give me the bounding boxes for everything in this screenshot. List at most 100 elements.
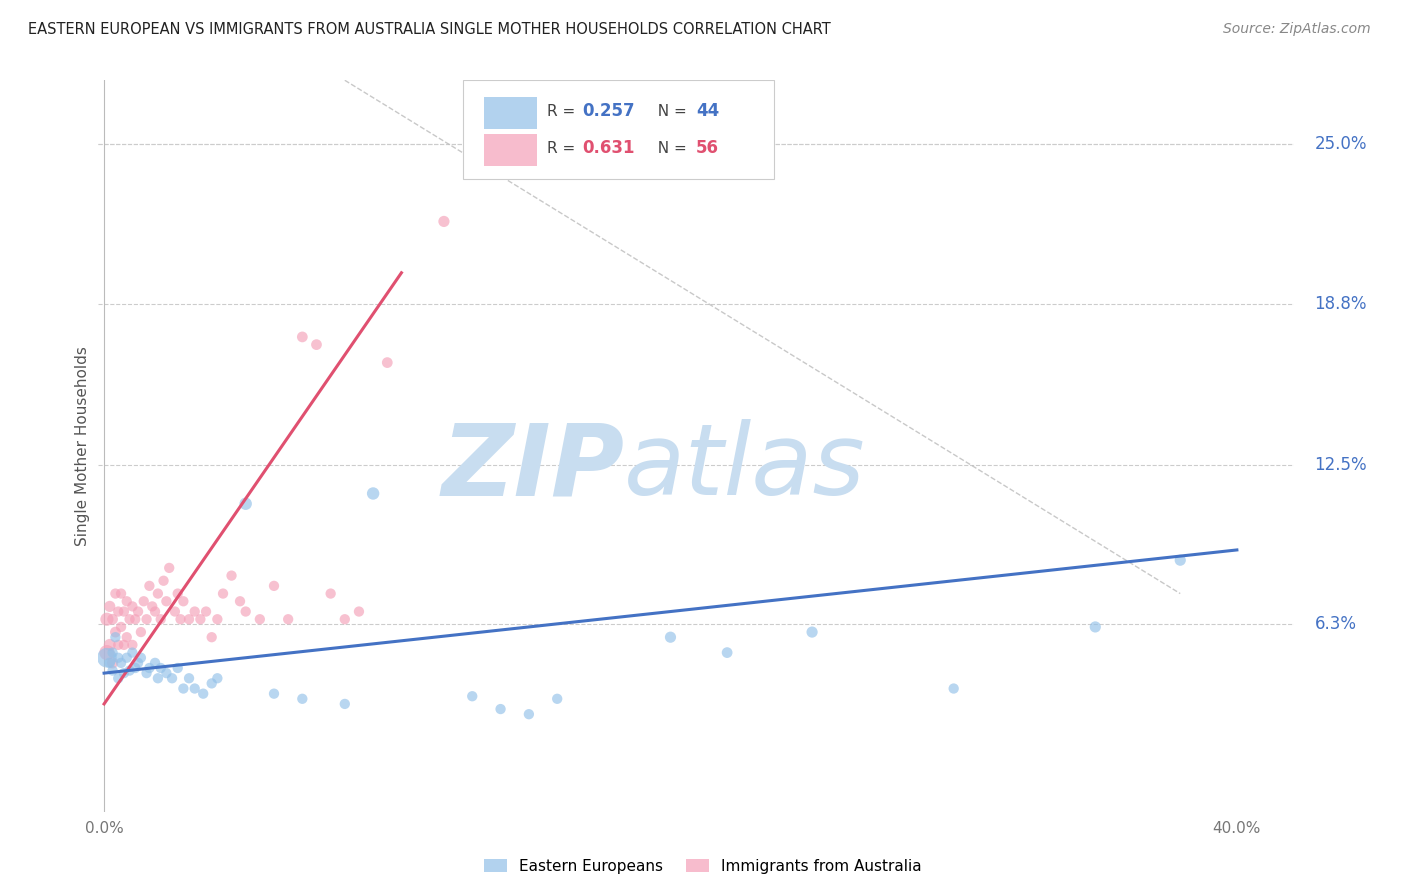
Point	[183, 681, 205, 696]
Point	[121, 646, 143, 660]
Point	[96, 646, 118, 660]
Text: 44: 44	[696, 103, 720, 120]
Point	[942, 681, 965, 696]
Point	[121, 599, 143, 614]
Text: 6.3%: 6.3%	[1315, 615, 1357, 633]
Point	[212, 586, 235, 600]
Point	[98, 638, 121, 652]
Point	[1084, 620, 1107, 634]
Point	[127, 605, 149, 619]
Point	[107, 671, 129, 685]
Point	[155, 594, 177, 608]
Point	[101, 656, 124, 670]
Point	[112, 605, 135, 619]
Point	[141, 599, 163, 614]
Point	[190, 612, 212, 626]
Text: R =: R =	[547, 103, 579, 119]
Point	[375, 355, 398, 369]
Point	[124, 661, 146, 675]
Point	[433, 214, 456, 228]
Point	[115, 630, 138, 644]
Point	[207, 671, 229, 685]
Point	[127, 656, 149, 670]
Point	[207, 612, 229, 626]
Text: Source: ZipAtlas.com: Source: ZipAtlas.com	[1223, 22, 1371, 37]
Point	[517, 707, 540, 722]
Point	[249, 612, 271, 626]
Legend: Eastern Europeans, Immigrants from Australia: Eastern Europeans, Immigrants from Austr…	[478, 853, 928, 880]
Point	[193, 687, 215, 701]
Point	[115, 594, 138, 608]
Text: 12.5%: 12.5%	[1315, 456, 1367, 475]
Point	[263, 687, 285, 701]
Point	[201, 630, 224, 644]
Text: EASTERN EUROPEAN VS IMMIGRANTS FROM AUSTRALIA SINGLE MOTHER HOUSEHOLDS CORRELATI: EASTERN EUROPEAN VS IMMIGRANTS FROM AUST…	[28, 22, 831, 37]
Point	[138, 661, 160, 675]
Point	[361, 486, 384, 500]
Text: ZIP: ZIP	[441, 419, 624, 516]
Point	[152, 574, 174, 588]
Point	[229, 594, 252, 608]
Point	[98, 656, 121, 670]
Text: 25.0%: 25.0%	[1315, 136, 1367, 153]
Point	[96, 650, 118, 665]
Point	[235, 497, 257, 511]
FancyBboxPatch shape	[485, 96, 537, 128]
Point	[291, 691, 314, 706]
Point	[163, 605, 186, 619]
Point	[149, 661, 172, 675]
Point	[489, 702, 512, 716]
Point	[319, 586, 342, 600]
Point	[801, 625, 824, 640]
Point	[132, 594, 155, 608]
Point	[195, 605, 218, 619]
Point	[115, 650, 138, 665]
Point	[235, 605, 257, 619]
Point	[101, 646, 124, 660]
Point	[118, 612, 141, 626]
Point	[101, 612, 124, 626]
Point	[157, 561, 180, 575]
Point	[166, 586, 188, 600]
Point	[107, 650, 129, 665]
Point	[183, 605, 205, 619]
Text: atlas: atlas	[624, 419, 866, 516]
Point	[143, 605, 166, 619]
Point	[277, 612, 299, 626]
Text: N =: N =	[648, 141, 692, 156]
Point	[160, 671, 183, 685]
Point	[112, 638, 135, 652]
Point	[347, 605, 370, 619]
Point	[166, 661, 188, 675]
Y-axis label: Single Mother Households: Single Mother Households	[75, 346, 90, 546]
Point	[149, 612, 172, 626]
Point	[129, 625, 152, 640]
Point	[1168, 553, 1191, 567]
Point	[107, 605, 129, 619]
Point	[135, 612, 157, 626]
Point	[110, 656, 132, 670]
Point	[129, 650, 152, 665]
Text: 56: 56	[696, 139, 718, 157]
Point	[110, 620, 132, 634]
Point	[143, 656, 166, 670]
Point	[138, 579, 160, 593]
Point	[305, 337, 328, 351]
Point	[177, 671, 200, 685]
Point	[112, 666, 135, 681]
Point	[333, 612, 356, 626]
Point	[263, 579, 285, 593]
Point	[146, 586, 169, 600]
Point	[96, 612, 118, 626]
FancyBboxPatch shape	[463, 80, 773, 179]
Point	[101, 664, 124, 678]
Point	[291, 330, 314, 344]
Point	[104, 625, 127, 640]
Point	[135, 666, 157, 681]
Point	[104, 586, 127, 600]
Point	[716, 646, 738, 660]
Point	[169, 612, 191, 626]
Text: 18.8%: 18.8%	[1315, 294, 1367, 312]
Point	[110, 586, 132, 600]
Point	[333, 697, 356, 711]
